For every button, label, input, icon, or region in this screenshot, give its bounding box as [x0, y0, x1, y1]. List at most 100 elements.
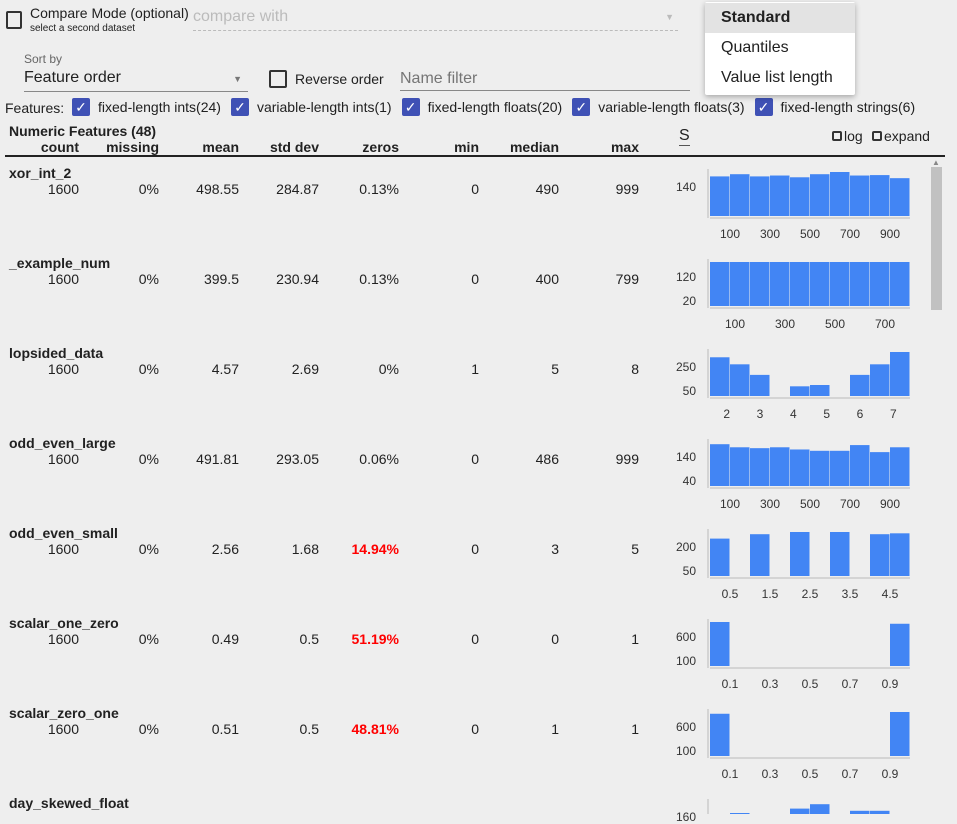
histogram-bar[interactable] [790, 532, 810, 576]
stat-value: 293.05 [276, 451, 319, 467]
histogram-bar[interactable] [830, 532, 850, 576]
histogram-bar[interactable] [810, 385, 830, 396]
histogram-bar[interactable] [790, 262, 810, 306]
histogram-bar[interactable] [830, 172, 850, 216]
histogram-bar[interactable] [750, 176, 770, 216]
scroll-up-icon[interactable]: ▲ [932, 158, 940, 167]
scrollbar[interactable]: ▲ [930, 158, 942, 814]
sort-by-dropdown[interactable]: Feature order ▼ [24, 69, 248, 92]
expand-toggle[interactable]: expand [872, 128, 930, 144]
column-header[interactable]: max [610, 139, 639, 155]
histogram-bar[interactable] [870, 452, 890, 486]
column-header[interactable]: missing [106, 139, 159, 155]
histogram-bar[interactable] [810, 262, 830, 306]
histogram-bar[interactable] [710, 357, 730, 396]
histogram-bar[interactable] [830, 262, 850, 306]
histogram-bar[interactable] [750, 448, 770, 486]
histogram-bar[interactable] [730, 447, 750, 486]
histogram-bar[interactable] [770, 262, 790, 306]
histogram-bar[interactable] [890, 178, 910, 216]
x-tick-label: 4.5 [881, 587, 899, 601]
feature-filter[interactable]: ✓ fixed-length ints(24) [72, 98, 221, 116]
feature-filter[interactable]: ✓ fixed-length strings(6) [754, 98, 915, 116]
stat-value: 498.55 [196, 181, 239, 197]
histogram-bar[interactable] [870, 534, 890, 576]
histogram-bar[interactable] [890, 352, 910, 396]
histogram-bar[interactable] [850, 175, 870, 216]
histogram-bar[interactable] [750, 534, 770, 576]
histogram-bar[interactable] [850, 374, 870, 396]
menu-item-quantiles[interactable]: Quantiles [721, 39, 789, 56]
histogram-bar[interactable] [870, 262, 890, 306]
name-filter-input[interactable] [400, 68, 690, 91]
stat-value: 4.57 [211, 361, 239, 377]
histogram-bar[interactable] [730, 174, 750, 216]
column-header[interactable]: mean [202, 139, 239, 155]
checkbox-checked-icon[interactable]: ✓ [572, 98, 591, 116]
histogram-bar[interactable] [810, 804, 830, 814]
checkbox-checked-icon[interactable]: ✓ [230, 98, 249, 116]
histogram-bar[interactable] [710, 444, 730, 486]
checkbox-checked-icon[interactable]: ✓ [401, 98, 420, 116]
histogram-bar[interactable] [710, 176, 730, 216]
column-header[interactable]: min [454, 139, 479, 155]
histogram-bar[interactable] [830, 450, 850, 486]
histogram-bar[interactable] [730, 262, 750, 306]
histogram-bar[interactable] [810, 174, 830, 216]
column-header[interactable]: zeros [362, 139, 399, 155]
histogram-bar[interactable] [890, 262, 910, 306]
histogram-bar[interactable] [770, 175, 790, 216]
menu-item-standard[interactable]: Standard [705, 3, 855, 33]
histogram-bar[interactable] [730, 364, 750, 396]
histogram-bar[interactable] [870, 364, 890, 396]
stat-value: 0 [471, 271, 479, 287]
stat-value: 486 [535, 451, 559, 467]
histogram-bar[interactable] [870, 175, 890, 216]
histogram-bar[interactable] [890, 623, 910, 666]
checkbox-icon[interactable] [872, 131, 882, 141]
histogram-bar[interactable] [850, 445, 870, 486]
reverse-order-checkbox[interactable] [269, 70, 287, 88]
histogram-bar[interactable] [770, 447, 790, 486]
log-toggle[interactable]: log [832, 128, 863, 144]
histogram-bar[interactable] [890, 533, 910, 576]
histogram-bar[interactable] [710, 622, 730, 666]
histogram-bar[interactable] [890, 712, 910, 756]
scrollbar-thumb[interactable] [931, 167, 942, 310]
stat-value: 0 [471, 631, 479, 647]
histogram-bar[interactable] [790, 449, 810, 486]
log-label: log [844, 128, 863, 144]
histogram-bar[interactable] [710, 262, 730, 306]
histogram-bar[interactable] [710, 713, 730, 756]
dropdown-arrow-icon: ▼ [233, 74, 242, 84]
y-tick-label: 40 [682, 474, 696, 488]
histogram-bar[interactable] [850, 262, 870, 306]
checkbox-icon[interactable] [832, 131, 842, 141]
stat-value: 51.19% [351, 631, 399, 647]
histogram-bar[interactable] [790, 808, 810, 814]
feature-filter[interactable]: ✓ variable-length ints(1) [230, 98, 392, 116]
column-header[interactable]: count [40, 139, 79, 155]
compare-with-dropdown[interactable]: compare with ▼ [193, 8, 678, 31]
compare-mode-checkbox[interactable] [6, 11, 22, 29]
column-header[interactable]: std dev [269, 139, 319, 155]
histogram-bar[interactable] [790, 177, 810, 216]
x-tick-label: 2.5 [801, 587, 819, 601]
histogram-bar[interactable] [750, 374, 770, 396]
feature-filter[interactable]: ✓ fixed-length floats(20) [401, 98, 562, 116]
feature-filter[interactable]: ✓ variable-length floats(3) [572, 98, 745, 116]
histogram-bar[interactable] [790, 386, 810, 396]
checkbox-checked-icon[interactable]: ✓ [754, 98, 773, 116]
histogram-bar[interactable] [710, 538, 730, 576]
feature-name: lopsided_data [9, 345, 104, 361]
y-tick-label: 20 [682, 294, 696, 308]
column-header[interactable]: median [509, 139, 559, 155]
histogram-bar[interactable] [810, 450, 830, 486]
stat-value: 0% [138, 181, 159, 197]
histogram-bar[interactable] [890, 447, 910, 486]
compare-mode-sub: select a second dataset [30, 23, 136, 34]
checkbox-checked-icon[interactable]: ✓ [72, 98, 90, 116]
histogram-bar[interactable] [750, 262, 770, 306]
menu-item-value-list-length[interactable]: Value list length [721, 69, 833, 86]
chart-type-select[interactable]: S [679, 127, 690, 146]
